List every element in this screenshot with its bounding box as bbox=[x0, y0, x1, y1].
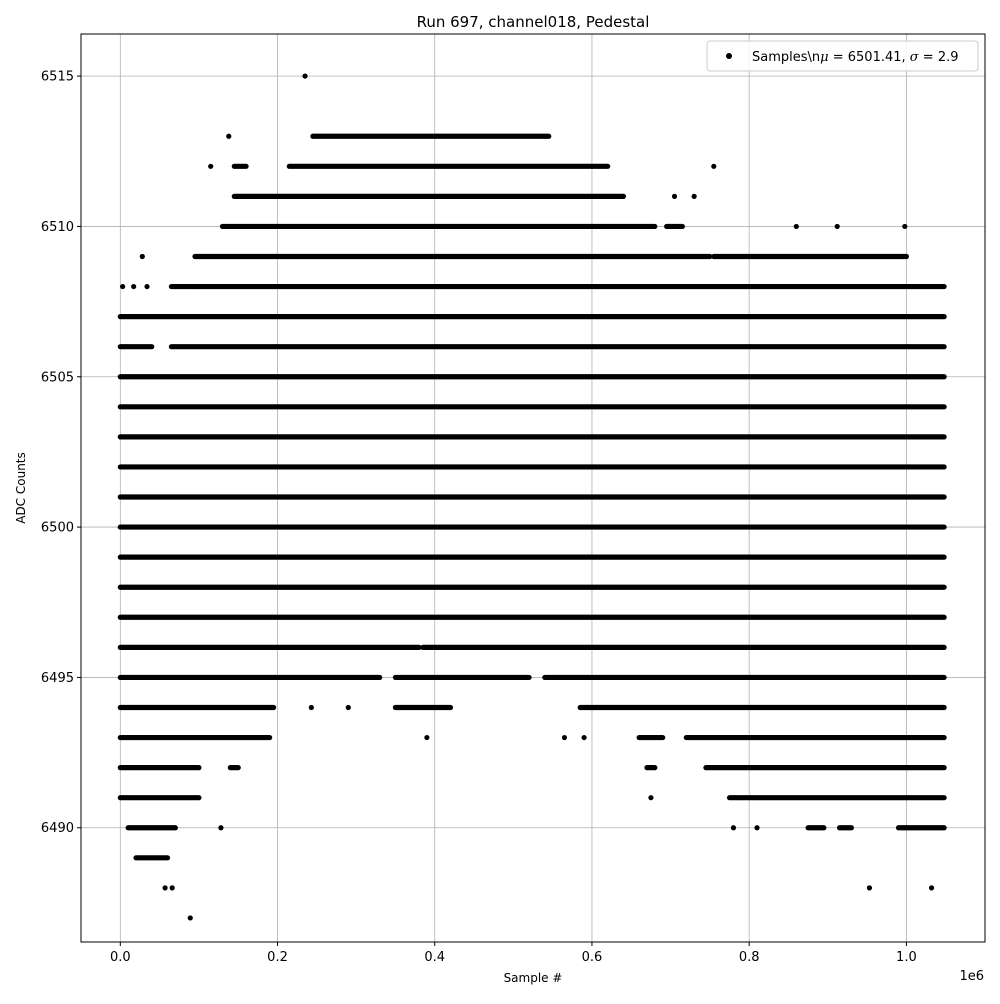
data-point bbox=[793, 223, 799, 230]
data-point bbox=[866, 885, 873, 891]
legend-sigma-symbol: σ bbox=[910, 50, 920, 65]
x-tick-label: 0.6 bbox=[582, 950, 603, 965]
data-point bbox=[187, 915, 193, 921]
x-tick-label: 0.4 bbox=[424, 950, 445, 965]
series-band-6493 bbox=[117, 734, 947, 741]
chart-title: Run 697, channel018, Pedestal bbox=[417, 13, 650, 31]
legend-box bbox=[706, 40, 979, 72]
data-point bbox=[754, 825, 760, 831]
legend-label-middle: = 6501.41, bbox=[829, 50, 910, 65]
data-point bbox=[691, 193, 697, 199]
series-band-6487 bbox=[187, 915, 193, 921]
legend: Samples\nμ = 6501.41, σ = 2.9 bbox=[706, 40, 979, 72]
x-axis-label: Sample # bbox=[504, 971, 563, 985]
series-band-6512 bbox=[208, 163, 717, 169]
data-point bbox=[218, 825, 224, 831]
y-tick-label: 6495 bbox=[41, 671, 74, 686]
x-tick-label: 0.0 bbox=[110, 950, 131, 965]
legend-label-prefix: Samples\n bbox=[752, 50, 820, 65]
data-point bbox=[345, 704, 351, 711]
data-points bbox=[117, 73, 947, 921]
series-band-6490 bbox=[125, 825, 947, 831]
legend-label: Samples\nμ = 6501.41, σ = 2.9 bbox=[752, 50, 959, 65]
series-band-6515 bbox=[302, 73, 308, 79]
y-tick-label: 6515 bbox=[41, 70, 74, 85]
data-point bbox=[424, 734, 430, 741]
series-band-6510 bbox=[219, 223, 908, 230]
data-point bbox=[648, 795, 654, 801]
x-axis-offset-label: 1e6 bbox=[959, 969, 984, 984]
x-tick-label: 1.0 bbox=[896, 950, 917, 965]
series-band-6511 bbox=[231, 193, 697, 199]
series-band-6491 bbox=[117, 795, 947, 801]
legend-mu-symbol: μ bbox=[820, 50, 828, 65]
series-band-6509 bbox=[139, 253, 909, 260]
data-point bbox=[144, 283, 150, 290]
data-point bbox=[308, 704, 314, 711]
data-point bbox=[928, 885, 935, 891]
series-band-6508 bbox=[120, 283, 947, 290]
axis-ticks: 0.0 0.2 0.4 0.6 0.8 1.0 6490 6495 6500 6505 6510 65… bbox=[41, 70, 917, 965]
data-point bbox=[302, 73, 308, 79]
data-point bbox=[711, 163, 717, 169]
data-point bbox=[139, 253, 145, 260]
series-band-6494 bbox=[117, 704, 947, 711]
y-tick-label: 6500 bbox=[41, 521, 74, 536]
data-point bbox=[561, 734, 568, 741]
legend-label-tail: = 2.9 bbox=[919, 50, 959, 65]
data-point bbox=[162, 885, 168, 891]
data-point bbox=[169, 885, 175, 891]
y-axis-label: ADC Counts bbox=[14, 452, 28, 524]
data-point bbox=[834, 223, 840, 230]
y-tick-label: 6510 bbox=[41, 220, 74, 235]
y-tick-label: 6490 bbox=[41, 821, 74, 836]
y-tick-label: 6505 bbox=[41, 370, 74, 385]
data-point bbox=[671, 193, 678, 199]
x-tick-label: 0.2 bbox=[267, 950, 288, 965]
data-point bbox=[208, 163, 214, 169]
data-point bbox=[226, 133, 232, 139]
legend-marker bbox=[726, 53, 732, 59]
series-band-6513 bbox=[226, 133, 552, 139]
data-point bbox=[120, 283, 126, 290]
x-tick-label: 0.8 bbox=[739, 950, 760, 965]
plot-area-frame bbox=[80, 33, 986, 943]
data-point bbox=[902, 223, 908, 230]
data-point bbox=[581, 734, 587, 741]
data-point bbox=[131, 283, 137, 290]
series-band-6488 bbox=[162, 885, 935, 891]
data-point bbox=[730, 825, 737, 831]
